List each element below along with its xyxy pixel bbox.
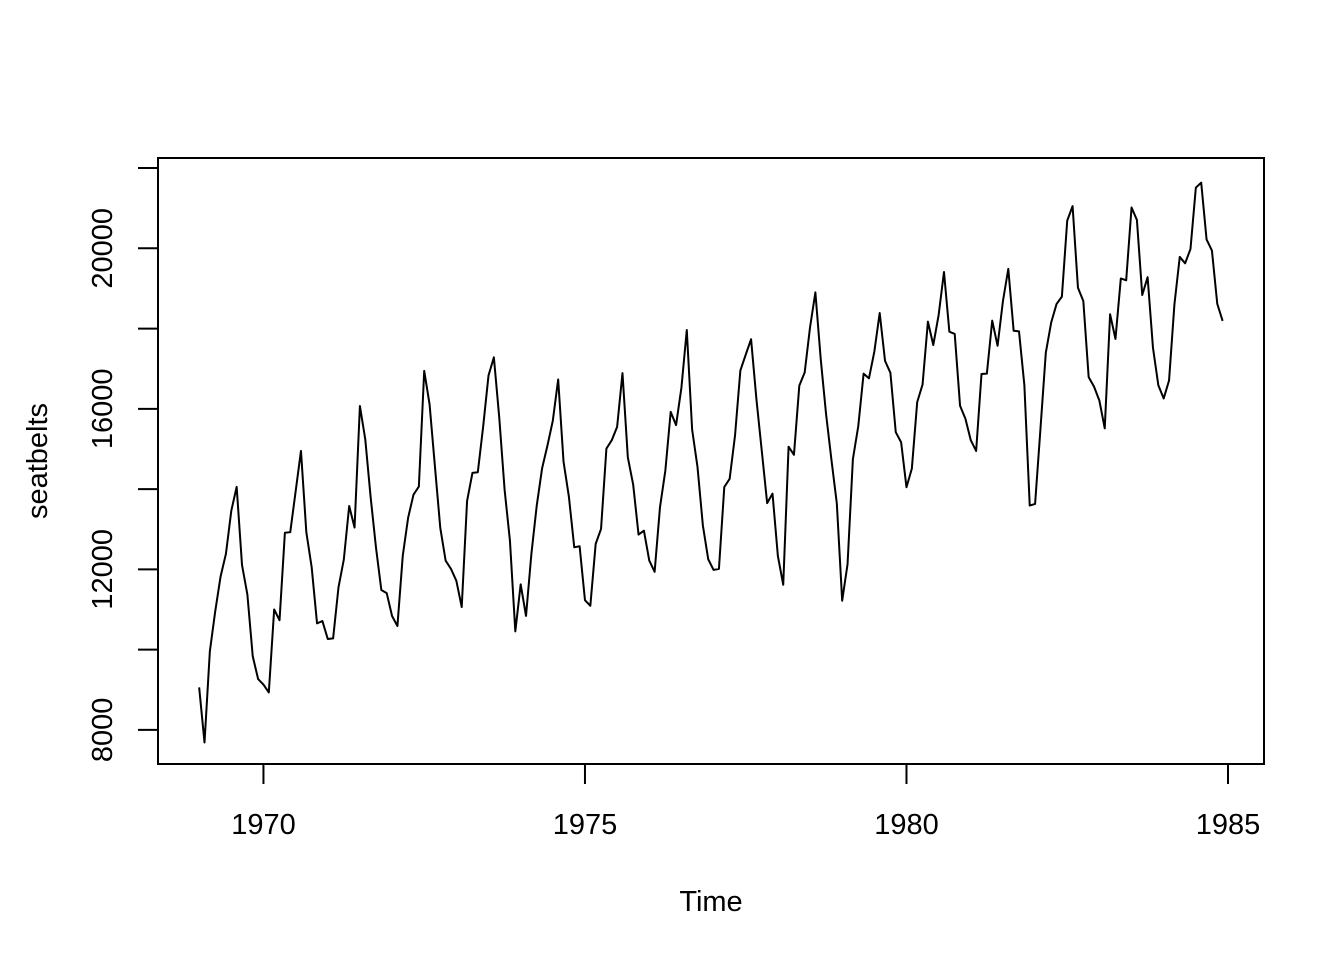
series-line	[198, 181, 1224, 744]
y-tick-label-8000: 8000	[87, 698, 119, 763]
y-tick-label-20000: 20000	[87, 208, 119, 289]
y-axis: 8000 12000 16000 20000	[87, 167, 159, 763]
x-tick-label-1980: 1980	[874, 809, 939, 841]
y-axis-label: seatbelts	[22, 403, 54, 519]
y-tick-label-12000: 12000	[87, 529, 119, 610]
x-tick-label-1970: 1970	[231, 809, 296, 841]
x-tick-label-1985: 1985	[1196, 809, 1261, 841]
x-axis-label: Time	[679, 886, 742, 918]
x-tick-label-1975: 1975	[553, 809, 618, 841]
plot-frame	[157, 157, 1265, 765]
y-tick-label-16000: 16000	[87, 369, 119, 450]
x-axis: 1970 1975 1980 1985	[231, 763, 1261, 841]
